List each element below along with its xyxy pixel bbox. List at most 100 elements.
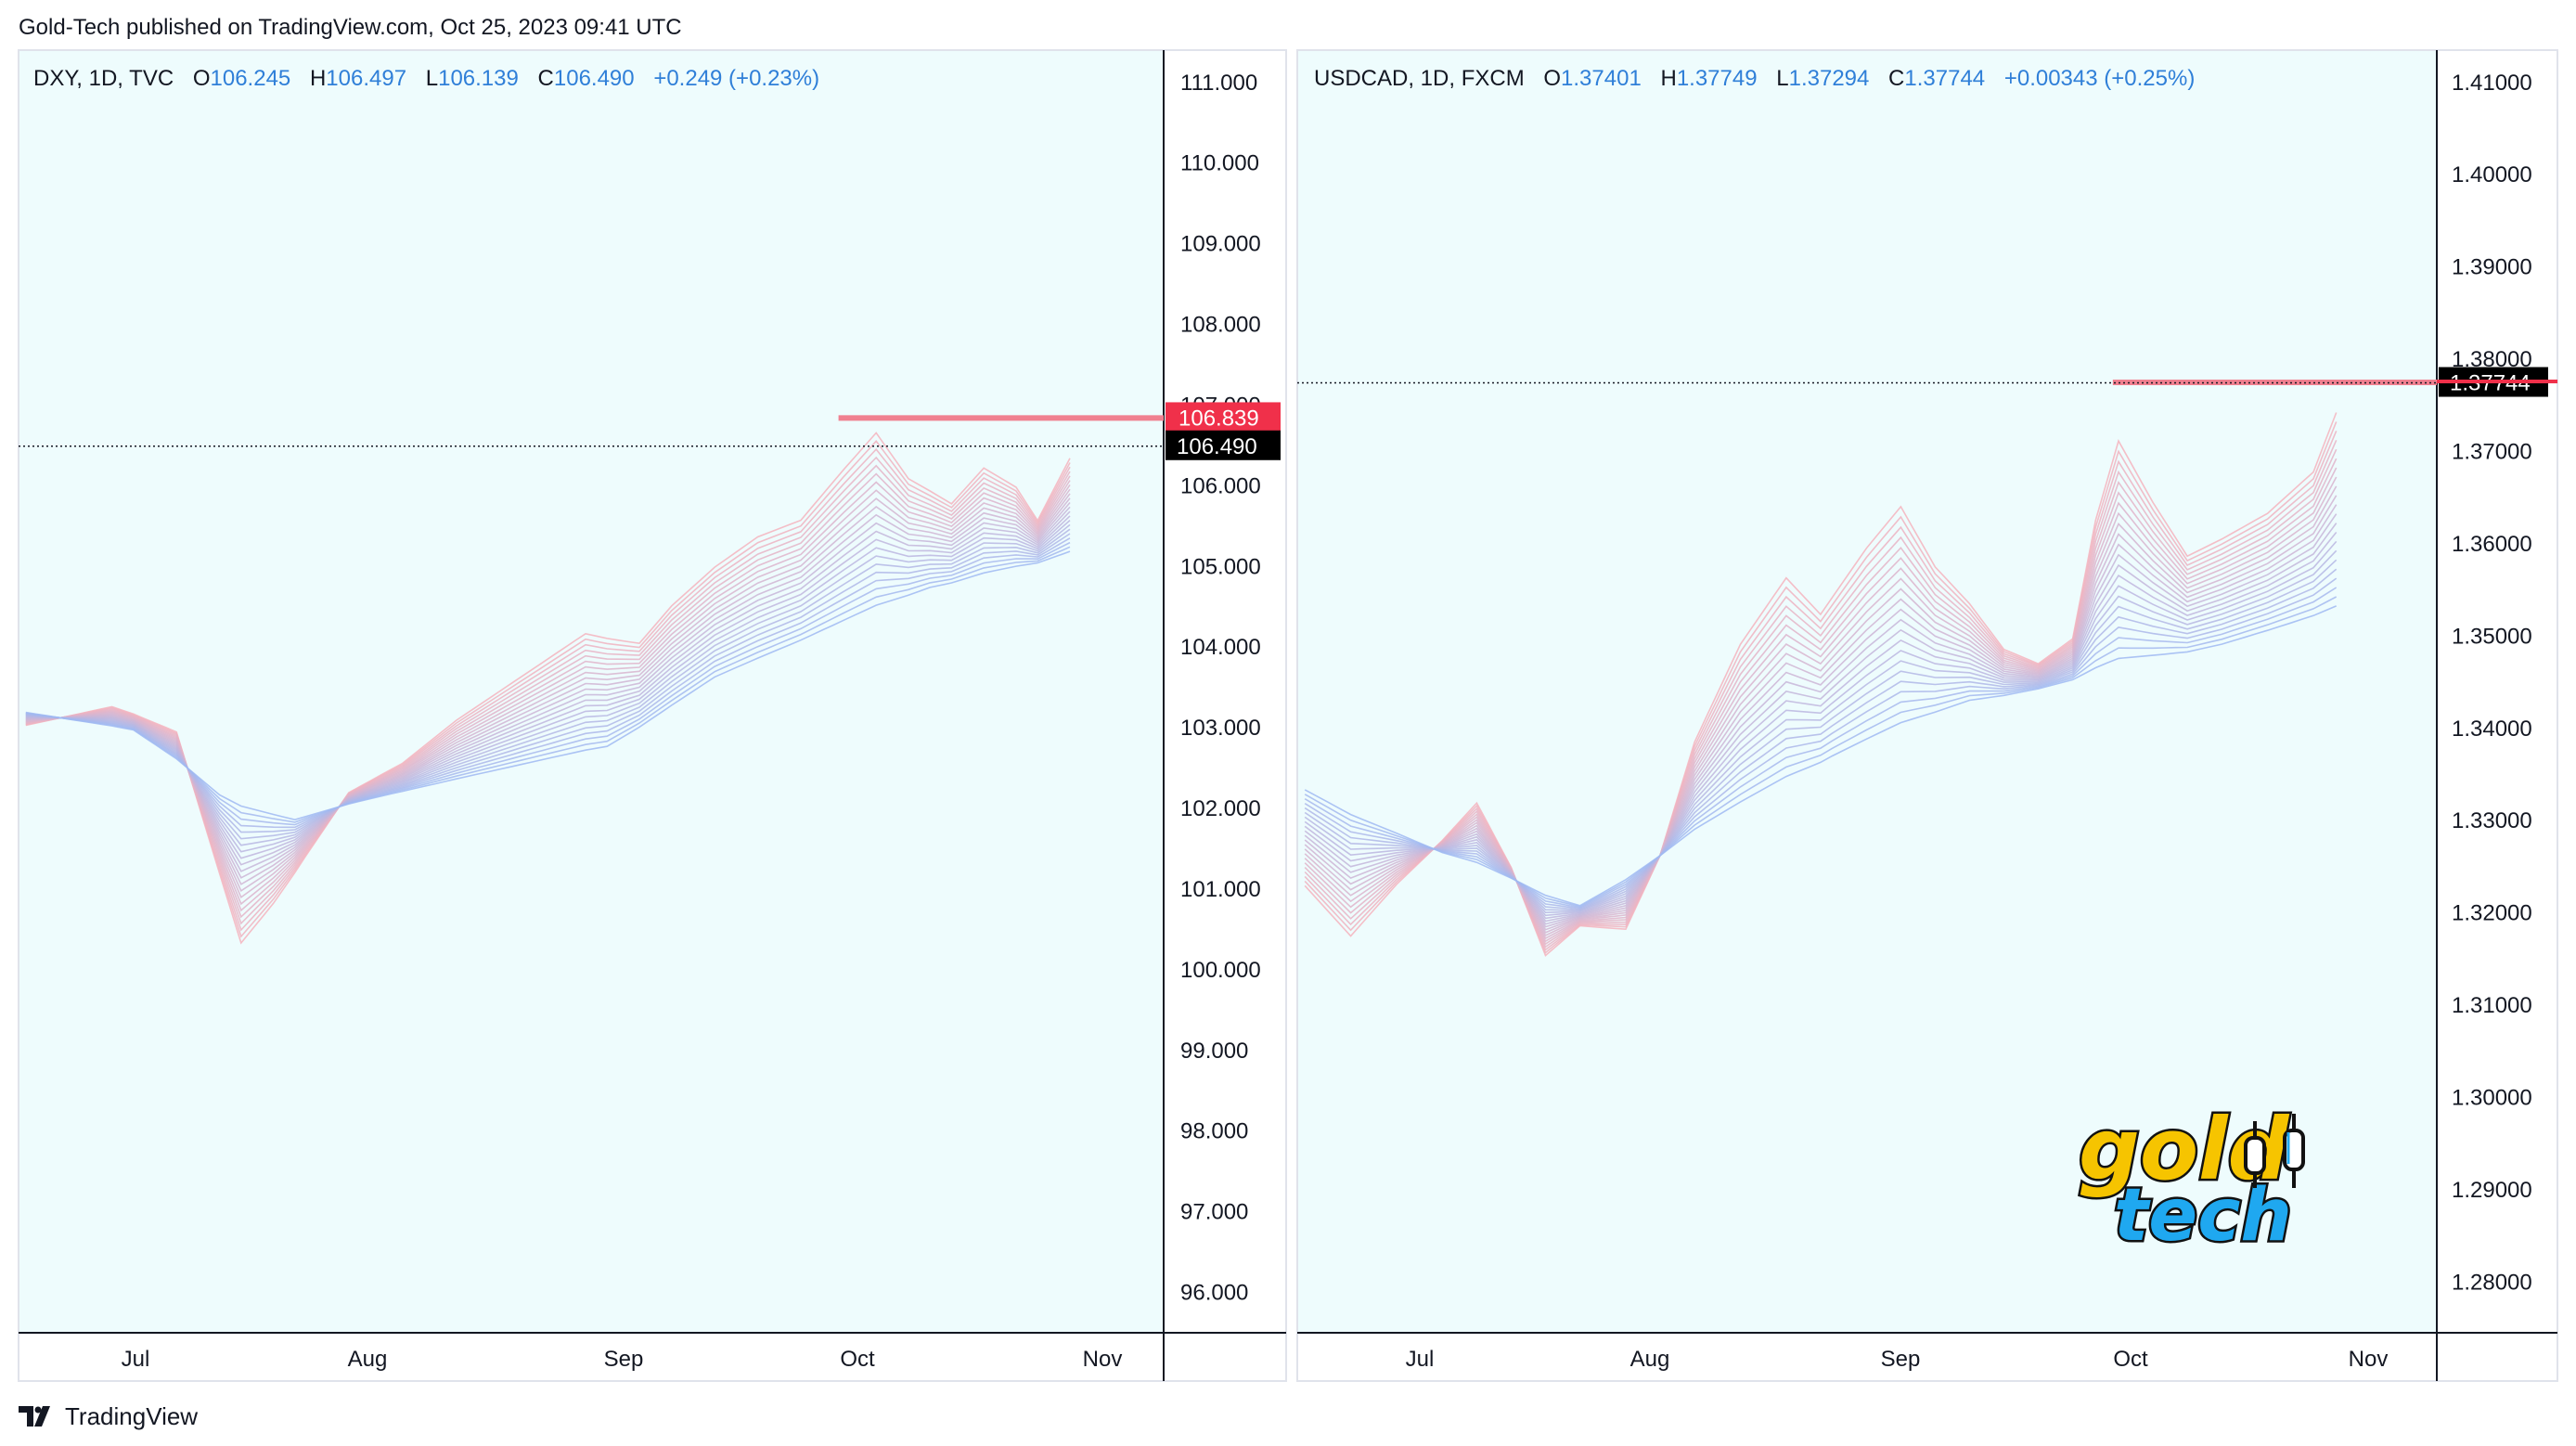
usdcad-ribbon-line [1304,467,2338,940]
usdcad-ribbon-line [1304,605,2338,907]
dxy-legend-change: +0.249 (+0.23%) [653,66,819,91]
usdcad-y-tick-label: 1.41000 [2452,71,2532,96]
dxy-y-tick-label: 105.000 [1180,554,1261,579]
dxy-ribbon-line [25,546,1071,823]
tradingview-logo-icon [19,1406,50,1427]
usdcad-y-tick-label: 1.32000 [2452,901,2532,926]
usdcad-ribbon-line [1304,439,2338,949]
usdcad-legend-l-label: L [1776,66,1788,91]
logo-candle-icon [2244,1114,2305,1188]
dxy-price-label: 106.490 [1177,434,1257,459]
dxy-y-tick-label: 100.000 [1180,958,1261,983]
dxy-level-label-bg [1166,402,1281,433]
usdcad-y-tick-label: 1.40000 [2452,162,2532,187]
usdcad-legend-close: 1.37744 [1904,66,1985,91]
dxy-ribbon-line [25,533,1071,833]
usdcad-ribbon-line [1304,476,2338,936]
logo-tech-text: tech [2114,1174,2292,1258]
dxy-x-tick-label: Nov [1083,1347,1123,1372]
dxy-time-axis: Jul Aug Sep Oct Nov [122,1347,1123,1372]
usdcad-ribbon-line [1304,587,2338,909]
dxy-ribbon-line [25,528,1071,840]
usdcad-y-tick-label: 1.39000 [2452,255,2532,280]
usdcad-ribbon-line [1304,504,2338,928]
usdcad-legend-h-label: H [1660,66,1676,91]
usdcad-x-tick-label: Sep [1881,1347,1921,1372]
usdcad-ribbon-line [1304,412,2338,957]
usdcad-price-marks: 1.37744 [1297,367,2557,397]
dxy-ribbon-line [25,541,1071,826]
usdcad-ribbon-line [1304,540,2338,917]
dxy-x-tick-label: Oct [840,1347,875,1372]
usdcad-ribbon-line [1304,596,2338,908]
usdcad-legend-change: +0.00343 (+0.25%) [2004,66,2196,91]
dxy-legend-l-label: L [426,66,438,91]
dxy-ribbon [25,432,1071,945]
dxy-legend-low: 106.139 [438,66,519,91]
usdcad-legend-high: 1.37749 [1677,66,1758,91]
usdcad-legend: USDCAD, 1D, FXCM O1.37401 H1.37749 L1.37… [1314,66,2195,91]
dxy-x-tick-label: Jul [122,1347,150,1372]
dxy-legend: DXY, 1D, TVC O106.245 H106.497 L106.139 … [33,66,819,91]
usdcad-ribbon-line [1304,523,2338,923]
usdcad-ribbon-line [1304,568,2338,910]
dxy-y-tick-label: 102.000 [1180,796,1261,821]
usdcad-y-tick-label: 1.37000 [2452,439,2532,464]
usdcad-ribbon-line [1304,549,2338,914]
dxy-legend-high: 106.497 [326,66,406,91]
dxy-price-label-bg [1166,430,1281,460]
dxy-y-tick-label: 110.000 [1180,151,1259,176]
dxy-y-tick-label: 97.000 [1180,1200,1248,1225]
usdcad-ribbon-line [1304,531,2338,920]
usdcad-y-tick-label: 1.34000 [2452,717,2532,742]
publish-attribution: Gold-Tech published on TradingView.com, … [19,15,682,40]
usdcad-y-tick-label: 1.35000 [2452,624,2532,649]
dxy-y-tick-label: 96.000 [1180,1281,1248,1306]
usdcad-legend-symbol: USDCAD, 1D, FXCM [1314,66,1525,91]
dxy-y-tick-label: 103.000 [1180,716,1261,741]
dxy-price-marks: 106.839 106.490 [19,402,1281,460]
dxy-ribbon-line [25,550,1071,821]
usdcad-legend-o-label: O [1543,66,1561,91]
dxy-price-axis: 111.000110.000109.000108.000107.000106.0… [1180,71,1261,1306]
usdcad-ribbon-line [1304,448,2338,946]
usdcad-chart-pane[interactable]: 1.410001.400001.390001.380001.370001.360… [1296,0,2558,1382]
usdcad-ribbon-line [1304,513,2338,925]
dxy-ribbon-line [25,537,1071,829]
dxy-y-tick-label: 99.000 [1180,1039,1248,1064]
usdcad-ribbon-line [1304,577,2338,910]
usdcad-x-tick-label: Oct [2113,1347,2148,1372]
usdcad-ribbon-line [1304,485,2338,934]
dxy-x-tick-label: Aug [348,1347,388,1372]
usdcad-legend-open: 1.37401 [1561,66,1642,91]
usdcad-y-tick-label: 1.33000 [2452,808,2532,833]
dxy-ribbon-line [25,520,1071,853]
usdcad-x-tick-label: Aug [1630,1347,1670,1372]
dxy-legend-c-label: C [538,66,554,91]
dxy-y-tick-label: 104.000 [1180,635,1261,660]
dxy-x-tick-label: Sep [604,1347,644,1372]
dxy-legend-h-label: H [310,66,326,91]
usdcad-ribbon-line [1304,458,2338,943]
dxy-y-tick-label: 109.000 [1180,232,1261,257]
tradingview-brand: TradingView [65,1401,199,1430]
dxy-chart-pane[interactable]: 111.000110.000109.000108.000107.000106.0… [18,0,1287,1382]
usdcad-y-tick-label: 1.30000 [2452,1085,2532,1110]
usdcad-plot-background [1297,50,2437,1333]
dxy-y-tick-label: 101.000 [1180,877,1261,902]
dxy-legend-open: 106.245 [211,66,291,91]
dxy-y-tick-label: 108.000 [1180,313,1261,338]
dxy-y-tick-label: 111.000 [1180,71,1257,96]
dxy-legend-o-label: O [193,66,211,91]
dxy-plot-background [19,50,1164,1333]
usdcad-x-tick-label: Jul [1406,1347,1435,1372]
usdcad-ribbon-line [1304,559,2338,911]
tradingview-footer[interactable]: TradingView [19,1400,198,1433]
usdcad-y-tick-label: 1.36000 [2452,532,2532,557]
dxy-plot-border [18,49,1287,1382]
usdcad-legend-low: 1.37294 [1789,66,1870,91]
dxy-legend-close: 106.490 [554,66,635,91]
usdcad-x-tick-label: Nov [2349,1347,2389,1372]
usdcad-ribbon [1304,412,2338,957]
